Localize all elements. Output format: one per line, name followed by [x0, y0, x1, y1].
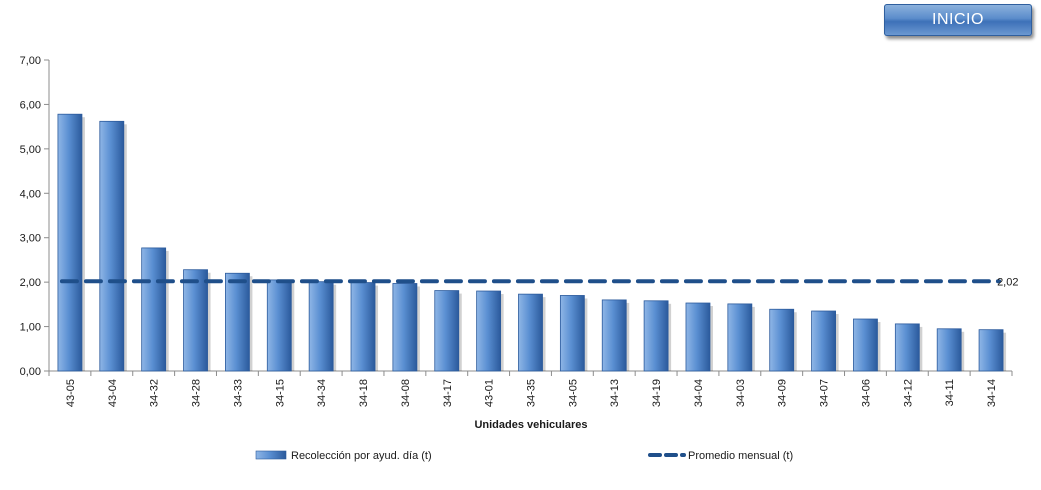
bar: [978, 329, 1004, 372]
bar: [434, 290, 460, 372]
y-tick-label: 4,00: [20, 188, 41, 200]
x-tick-label: 34-13: [609, 379, 621, 407]
y-tick-label: 0,00: [20, 366, 41, 378]
bar: [811, 310, 836, 372]
x-tick-label: 34-03: [735, 379, 747, 407]
x-tick-label: 34-17: [442, 379, 454, 407]
y-tick-label: 2,00: [20, 277, 41, 289]
bar: [476, 290, 502, 372]
x-tick-label: 34-35: [526, 379, 538, 407]
bar: [643, 300, 669, 372]
bar: [308, 281, 334, 372]
bar: [183, 269, 208, 372]
bar: [392, 283, 418, 372]
bar: [727, 303, 753, 372]
bar: [99, 120, 125, 372]
bar: [225, 272, 250, 372]
x-tick-label: 34-06: [860, 379, 872, 407]
legend: Recolección por ayud. día (t) Promedio me…: [255, 450, 793, 462]
bar: [894, 323, 920, 372]
x-tick-label: 34-34: [316, 379, 328, 407]
x-tick-label: 34-33: [232, 379, 244, 407]
y-tick-label: 7,00: [20, 55, 41, 67]
x-tick-label: 34-14: [986, 379, 998, 407]
x-tick-label: 34-07: [819, 379, 831, 407]
x-tick-label: 34-19: [651, 379, 663, 407]
x-axis: 43-05 43-04 34-32 34-28 34-33 34-15 34-34 34-18…: [48, 370, 1013, 407]
bar: [57, 113, 83, 372]
bar: [559, 295, 585, 372]
bar: [601, 299, 627, 372]
x-tick-label: 34-12: [902, 379, 914, 407]
x-tick-label: 43-01: [484, 379, 496, 407]
inicio-button[interactable]: INICIO: [884, 4, 1032, 36]
x-tick-label: 34-15: [274, 379, 286, 407]
x-tick-label: 34-18: [358, 379, 370, 407]
average-line-series: 2,02: [59, 276, 1018, 288]
x-tick-label: 34-08: [400, 379, 412, 407]
legend-swatch-bar: [255, 450, 287, 460]
y-tick-label: 5,00: [20, 144, 41, 156]
bar: [141, 247, 167, 372]
legend-label-bar: Recolección por ayud. día (t): [291, 450, 432, 462]
x-tick-label: 34-28: [191, 379, 203, 407]
x-axis-label: Unidades vehiculares: [474, 419, 587, 431]
bar: [769, 308, 795, 372]
legend-label-line: Promedio mensual (t): [688, 450, 793, 462]
x-tick-label: 43-04: [107, 379, 119, 407]
bar-series: [57, 113, 1007, 372]
bar: [266, 279, 292, 372]
x-tick-label: 43-05: [65, 379, 77, 407]
y-tick-label: 1,00: [20, 322, 41, 334]
average-value-label: 2,02: [997, 276, 1018, 288]
x-tick-label: 34-32: [149, 379, 161, 407]
bar: [685, 302, 711, 372]
bar: [350, 282, 376, 372]
y-tick-label: 3,00: [20, 233, 41, 245]
x-tick-label: 34-11: [944, 379, 956, 406]
bar: [936, 328, 962, 372]
x-tick-label: 34-09: [777, 379, 789, 407]
bar: [518, 293, 543, 372]
bar: [853, 318, 878, 372]
y-axis: 0,00 1,00 2,00 3,00 4,00 5,00 6,00 7,00: [20, 55, 50, 378]
x-tick-label: 34-04: [693, 379, 705, 407]
y-tick-label: 6,00: [20, 99, 41, 111]
x-tick-label: 34-05: [567, 379, 579, 407]
